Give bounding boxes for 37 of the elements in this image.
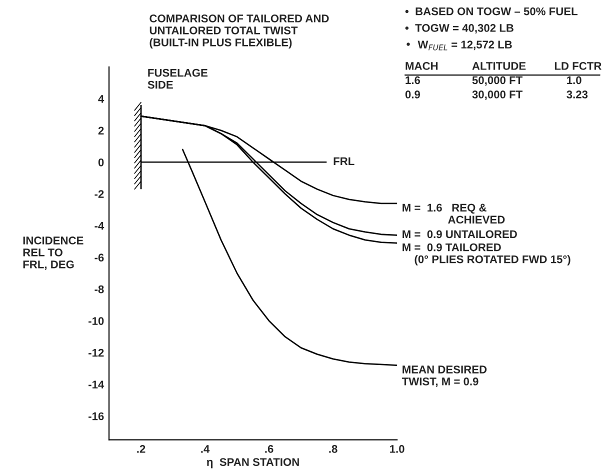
text: • TOGW = 40,302 LB bbox=[405, 24, 514, 34]
y-axis-title: INCIDENCE REL TO FRL, DEG bbox=[23, 236, 84, 270]
text: 1.0 bbox=[567, 76, 582, 84]
series-label: MEAN DESIRED TWIST, M = 0.9 bbox=[402, 366, 487, 388]
text: 3.23 bbox=[566, 90, 588, 98]
text: MACH bbox=[406, 62, 438, 70]
series-label: M = 0.9 TAILORED (0° PLIES ROTATED FWD 15°) bbox=[402, 243, 570, 266]
y-tick-label: 0 bbox=[98, 158, 104, 166]
series-label: M = 1.6 REQ & ACHIEVED bbox=[402, 204, 505, 224]
y-tick-label: -14 bbox=[88, 380, 104, 388]
text: • BASED ON TOGW – 50% FUEL bbox=[405, 7, 578, 16]
y-tick-label: -6 bbox=[94, 254, 104, 262]
text: 50,000 FT bbox=[472, 76, 522, 86]
y-tick-label: -12 bbox=[88, 348, 104, 357]
y-tick-label: 4 bbox=[98, 95, 104, 103]
x-tick-label: .2 bbox=[137, 445, 146, 453]
text: 1.6 bbox=[406, 76, 420, 84]
text: • W$_{FUEL}$ = 12,572 LB bbox=[406, 40, 512, 50]
text: ALTITUDE bbox=[472, 62, 526, 70]
x-tick-label: .6 bbox=[265, 445, 274, 453]
text: 0.9 bbox=[405, 90, 420, 98]
annotation: FUSELAGE SIDE bbox=[148, 68, 208, 89]
y-tick-label: -4 bbox=[94, 222, 104, 230]
chart-title: COMPARISON OF TAILORED AND UNTAILORED TOTAL TWIST (BUILT-IN PLUS FLEXIBLE) bbox=[150, 14, 329, 49]
y-tick-label: -2 bbox=[94, 190, 104, 198]
series-label: M = 0.9 UNTAILORED bbox=[402, 230, 517, 238]
text: LD FCTR bbox=[554, 62, 602, 70]
x-tick-label: 1.0 bbox=[390, 445, 404, 453]
y-tick-label: -16 bbox=[88, 412, 104, 420]
y-tick-label: -10 bbox=[88, 317, 104, 325]
x-axis-title: η SPAN STATION bbox=[207, 458, 299, 468]
y-tick-label: 2 bbox=[98, 126, 104, 134]
ref-line-label: FRL bbox=[334, 157, 354, 166]
text: 30,000 FT bbox=[472, 90, 522, 100]
x-tick-label: .8 bbox=[329, 445, 338, 453]
x-tick-label: .4 bbox=[201, 445, 210, 453]
y-tick-label: -8 bbox=[94, 285, 104, 294]
